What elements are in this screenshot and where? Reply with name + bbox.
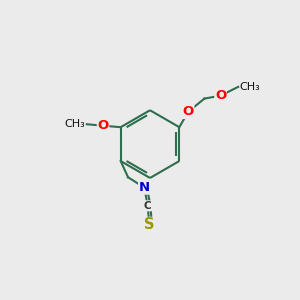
Text: C: C bbox=[144, 201, 152, 211]
Text: O: O bbox=[182, 105, 194, 119]
Text: O: O bbox=[215, 89, 226, 102]
Text: N: N bbox=[139, 181, 150, 194]
Text: CH₃: CH₃ bbox=[240, 82, 260, 92]
Text: O: O bbox=[98, 119, 109, 132]
Text: CH₃: CH₃ bbox=[64, 119, 85, 129]
Text: S: S bbox=[144, 218, 154, 232]
